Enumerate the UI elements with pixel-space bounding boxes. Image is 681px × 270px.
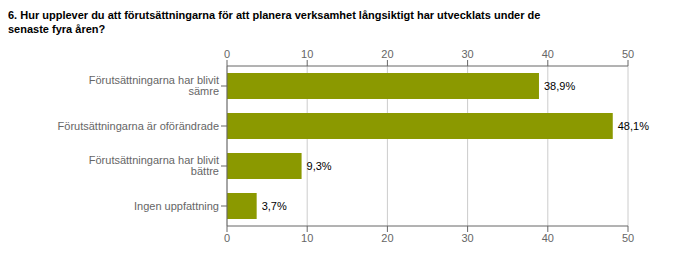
svg-text:20: 20 xyxy=(381,48,393,60)
svg-text:Ingen uppfattning: Ingen uppfattning xyxy=(134,200,219,212)
svg-text:50: 50 xyxy=(622,232,634,244)
svg-text:40: 40 xyxy=(542,232,554,244)
svg-text:Förutsättningarna är oförändra: Förutsättningarna är oförändrade xyxy=(58,120,219,132)
svg-text:3,7%: 3,7% xyxy=(262,200,287,212)
svg-text:10: 10 xyxy=(301,48,313,60)
svg-text:48,1%: 48,1% xyxy=(618,120,649,132)
svg-text:9,3%: 9,3% xyxy=(307,160,332,172)
svg-text:20: 20 xyxy=(381,232,393,244)
html-text:6. Hur upplever du att förutsä: 6. Hur upplever du att förutsättningarna… xyxy=(8,9,541,21)
svg-text:Förutsättningarna har blivitbä: Förutsättningarna har blivitbättre xyxy=(89,154,219,177)
svg-text:40: 40 xyxy=(542,48,554,60)
svg-text:30: 30 xyxy=(461,48,473,60)
svg-text:50: 50 xyxy=(622,48,634,60)
svg-text:Förutsättningarna har blivitsä: Förutsättningarna har blivitsämre xyxy=(89,74,219,97)
svg-text:0: 0 xyxy=(224,232,230,244)
svg-text:30: 30 xyxy=(461,232,473,244)
svg-text:38,9%: 38,9% xyxy=(544,80,575,92)
svg-text:0: 0 xyxy=(224,48,230,60)
html-text:senaste fyra åren?: senaste fyra åren? xyxy=(8,23,106,35)
svg-text:10: 10 xyxy=(301,232,313,244)
